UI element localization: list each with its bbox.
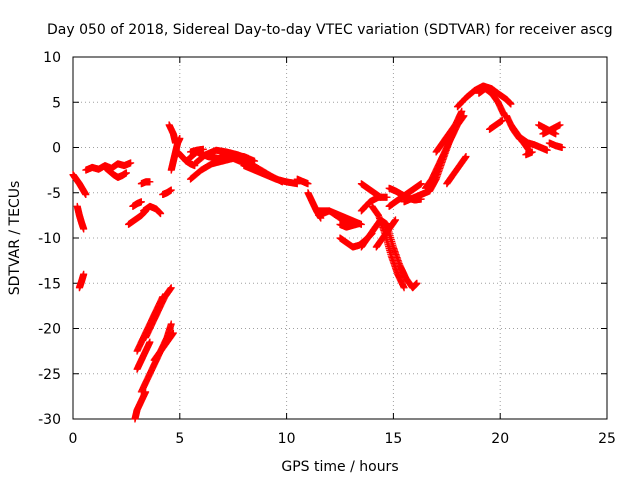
y-tick-label: 10: [43, 50, 61, 66]
data-point: [80, 270, 88, 278]
data-point: [122, 169, 130, 177]
data-point: [383, 193, 391, 201]
series-arc-34: [357, 180, 385, 201]
data-point: [199, 145, 207, 153]
data-point: [451, 121, 459, 129]
data-point: [400, 284, 408, 292]
data-point: [127, 159, 135, 167]
x-tick-label: 25: [598, 431, 616, 447]
data-point: [176, 134, 184, 142]
series-arc-10: [142, 284, 175, 342]
y-tick-label: -10: [38, 231, 61, 247]
series-arc-7: [133, 338, 154, 373]
y-axis-label: SDTVAR / TECUs: [7, 181, 23, 296]
series-arc-16: [159, 186, 175, 199]
data-point: [543, 146, 551, 154]
x-tick-label: 5: [175, 431, 184, 447]
data-point: [556, 121, 564, 129]
data-point: [169, 329, 177, 337]
data-point: [82, 191, 90, 199]
data-point: [80, 225, 88, 233]
data-point: [146, 338, 154, 346]
x-tick-labels: 0 5 10 15 20 25: [69, 431, 616, 447]
y-tick-label: -25: [38, 367, 61, 383]
y-tick-label: 5: [52, 95, 61, 111]
y-tick-label: -30: [38, 412, 61, 428]
data-point: [413, 279, 421, 287]
y-tick-label: -5: [47, 186, 61, 202]
y-tick-label: -15: [38, 276, 61, 292]
data-point: [167, 320, 175, 328]
series-arc-5: [101, 163, 130, 181]
series-arc-40: [432, 121, 459, 156]
series-arc-3: [75, 270, 88, 292]
data-point: [458, 107, 466, 115]
grid: [73, 57, 607, 419]
series-arc-4: [82, 159, 135, 174]
data-point: [417, 180, 425, 188]
data-point: [462, 153, 470, 161]
series-arc-22: [191, 146, 252, 168]
ticks: [72, 56, 608, 420]
series-arc-35: [372, 216, 400, 251]
data-point: [528, 148, 536, 156]
data-point: [146, 178, 154, 186]
data-point: [137, 198, 145, 206]
series-arc-18: [167, 134, 184, 174]
data-points: [69, 82, 566, 423]
series-arc-29: [336, 220, 363, 231]
series-arc-44: [486, 116, 506, 133]
data-point: [251, 157, 259, 165]
data-point: [304, 180, 312, 188]
series-arc-41: [443, 153, 470, 188]
series-arc-25: [293, 175, 312, 188]
x-tick-label: 20: [491, 431, 509, 447]
data-point: [552, 130, 560, 138]
series-arc-15: [137, 178, 154, 188]
series-arc-47: [518, 134, 551, 154]
data-point: [244, 154, 252, 162]
data-point: [157, 210, 165, 218]
data-point: [392, 216, 400, 224]
chart-title: Day 050 of 2018, Sidereal Day-to-day VTE…: [47, 22, 613, 38]
x-tick-label: 10: [278, 431, 296, 447]
series-arc-1: [69, 171, 90, 199]
series-arc-2: [73, 202, 88, 233]
series-arc-50: [539, 121, 564, 138]
data-point: [558, 144, 566, 151]
data-point: [355, 220, 363, 228]
data-point: [498, 116, 506, 124]
series-arc-23: [186, 145, 207, 156]
x-axis-label: GPS time / hours: [281, 459, 398, 475]
series-arc-6: [131, 388, 150, 423]
series-arc-14: [129, 198, 145, 210]
series-arc-13: [139, 202, 165, 218]
x-tick-label: 15: [384, 431, 402, 447]
y-tick-label: -20: [38, 322, 61, 338]
data-point: [507, 100, 515, 108]
series-arc-51: [545, 139, 566, 151]
y-tick-label: 0: [52, 141, 61, 157]
y-tick-labels: 10 5 0 -5 -10 -15 -20 -25 -30: [38, 50, 61, 428]
series-arc-11: [150, 329, 177, 364]
data-point: [167, 284, 175, 292]
series-arc-48: [522, 148, 536, 159]
series-arc-24: [240, 162, 301, 188]
series-arc-39: [421, 112, 468, 192]
data-point: [460, 112, 468, 120]
series-arc-31: [357, 216, 421, 292]
data-point: [377, 193, 385, 201]
data-point: [167, 186, 175, 194]
x-tick-label: 0: [69, 431, 78, 447]
